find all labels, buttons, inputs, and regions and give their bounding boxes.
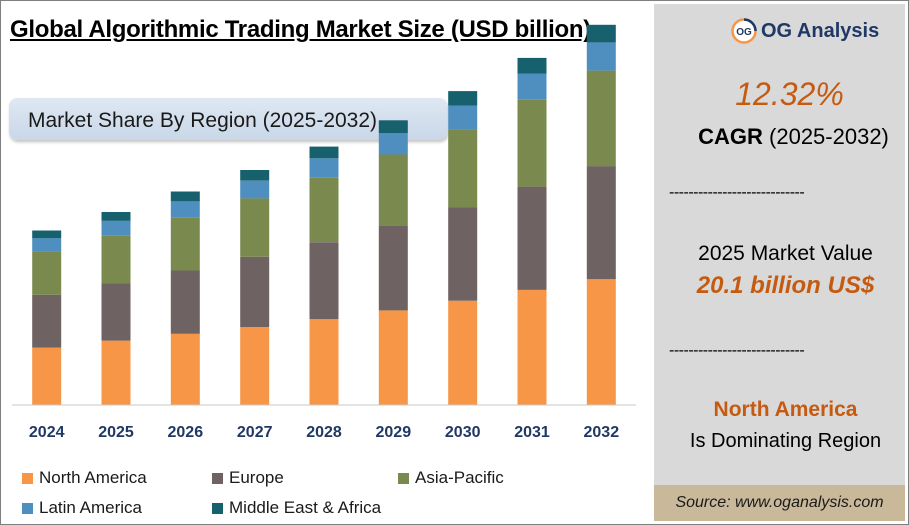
x-tick-label-2028: 2028 [306,424,342,441]
subtitle-banner [9,98,447,140]
legend-label: Middle East & Africa [229,498,382,517]
bar-segment-latin-america-2025 [101,220,131,236]
cagr-label-bold: CAGR [698,124,763,149]
og-logo-icon: OG [731,18,757,44]
x-tick-label-2029: 2029 [376,424,412,441]
bar-segment-europe-2028 [309,242,339,320]
bar-segment-north-america-2025 [101,340,131,405]
legend-swatch [398,472,409,484]
legend-item-latin-america: Latin America [22,498,142,518]
x-tick-labels: 2024 2025 2026 2027 2028 2029 2030 2031 2032 [29,424,619,441]
bar-segment-europe-2024 [32,294,62,348]
bar-segment-north-america-2031 [517,289,547,405]
legend-swatch [212,502,223,514]
x-tick-label-2026: 2026 [168,424,204,441]
dominating-region-label: Is Dominating Region [689,430,882,452]
logo-icon-text: OG [736,27,752,38]
bar-segment-north-america-2024 [32,347,62,405]
bar-segment-middle-east-africa-2025 [101,212,131,221]
bar-segment-north-america-2029 [378,310,408,405]
bar-segment-north-america-2032 [586,279,616,405]
bar-segment-europe-2025 [101,283,131,341]
bar-segment-latin-america-2032 [586,42,616,71]
bar-segment-north-america-2027 [240,327,270,405]
cagr-period: (2025-2032) [769,124,889,149]
divider-top: ---------------------------- [669,184,805,201]
x-tick-label-2032: 2032 [584,424,620,441]
bar-segment-north-america-2028 [309,319,339,405]
legend-item-north-america: North America [22,468,147,488]
x-tick-label-2031: 2031 [514,424,550,441]
og-analysis-logo: OG OG Analysis [731,18,879,44]
bar-segment-europe-2031 [517,186,547,290]
bar-segment-latin-america-2030 [448,105,478,130]
bar-segment-latin-america-2026 [170,201,200,218]
bar-segment-asia-pacific-2032 [586,70,616,167]
legend-label: Latin America [39,498,142,517]
bar-segment-asia-pacific-2029 [378,154,408,226]
legend-label: North America [39,468,147,487]
legend-item-asia-pacific: Asia-Pacific [398,468,504,488]
x-tick-label-2024: 2024 [29,424,65,441]
bars-group [32,24,616,405]
stacked-bar-chart: 2024 2025 2026 2027 2028 2029 2030 2031 2032 [12,24,636,441]
bar-segment-latin-america-2031 [517,73,547,100]
legend-item-europe: Europe [212,468,284,488]
bar-segment-europe-2026 [170,270,200,334]
market-value: 20.1 billion US$ [696,272,875,299]
legend-label: Europe [229,468,284,487]
bar-segment-asia-pacific-2031 [517,99,547,187]
legend-swatch [212,472,223,484]
bar-segment-middle-east-africa-2028 [309,146,339,159]
bar-segment-latin-america-2029 [378,133,408,155]
bar-segment-asia-pacific-2025 [101,235,131,284]
legend: North America Europe Asia-Pacific Latin Ame… [22,468,642,524]
bar-segment-latin-america-2024 [32,238,62,252]
source-text: Source: www.oganalysis.com [675,494,884,511]
bar-segment-asia-pacific-2028 [309,177,339,243]
cagr-value: 12.32% [735,76,844,112]
x-tick-label-2030: 2030 [445,424,481,441]
bar-segment-north-america-2026 [170,333,200,405]
bar-segment-middle-east-africa-2024 [32,230,62,239]
dominating-region: North America [713,398,858,421]
bar-segment-asia-pacific-2024 [32,251,62,295]
bar-segment-middle-east-africa-2029 [378,120,408,133]
bar-segment-asia-pacific-2026 [170,217,200,271]
bar-segment-middle-east-africa-2032 [586,24,616,43]
bar-segment-europe-2030 [448,207,478,301]
chart-subtitle: Market Share By Region (2025-2032) [28,109,378,132]
legend-swatch [22,472,33,484]
legend-label: Asia-Pacific [415,468,504,487]
chart-title: Global Algorithmic Trading Market Size (… [10,16,591,43]
bar-segment-europe-2027 [240,256,270,327]
bar-segment-latin-america-2028 [309,158,339,178]
bar-segment-asia-pacific-2027 [240,198,270,257]
legend-item-middle-east-africa: Middle East & Africa [212,498,381,518]
logo-text: OG Analysis [761,19,880,42]
bar-segment-middle-east-africa-2026 [170,191,200,202]
bar-segment-latin-america-2027 [240,180,270,199]
source-bar [654,485,905,521]
x-tick-label-2027: 2027 [237,424,273,441]
divider-bottom: ---------------------------- [669,342,805,359]
bar-segment-europe-2032 [586,166,616,280]
legend-swatch [22,502,33,514]
bar-segment-middle-east-africa-2027 [240,170,270,181]
bar-segment-asia-pacific-2030 [448,129,478,208]
bar-segment-middle-east-africa-2031 [517,57,547,74]
summary-panel [654,4,905,521]
bar-segment-middle-east-africa-2030 [448,91,478,106]
bar-segment-europe-2029 [378,225,408,311]
bar-segment-north-america-2030 [448,300,478,405]
market-value-label: 2025 Market Value [698,242,873,265]
x-tick-label-2025: 2025 [98,424,134,441]
cagr-label: CAGR (2025-2032) [654,124,905,150]
